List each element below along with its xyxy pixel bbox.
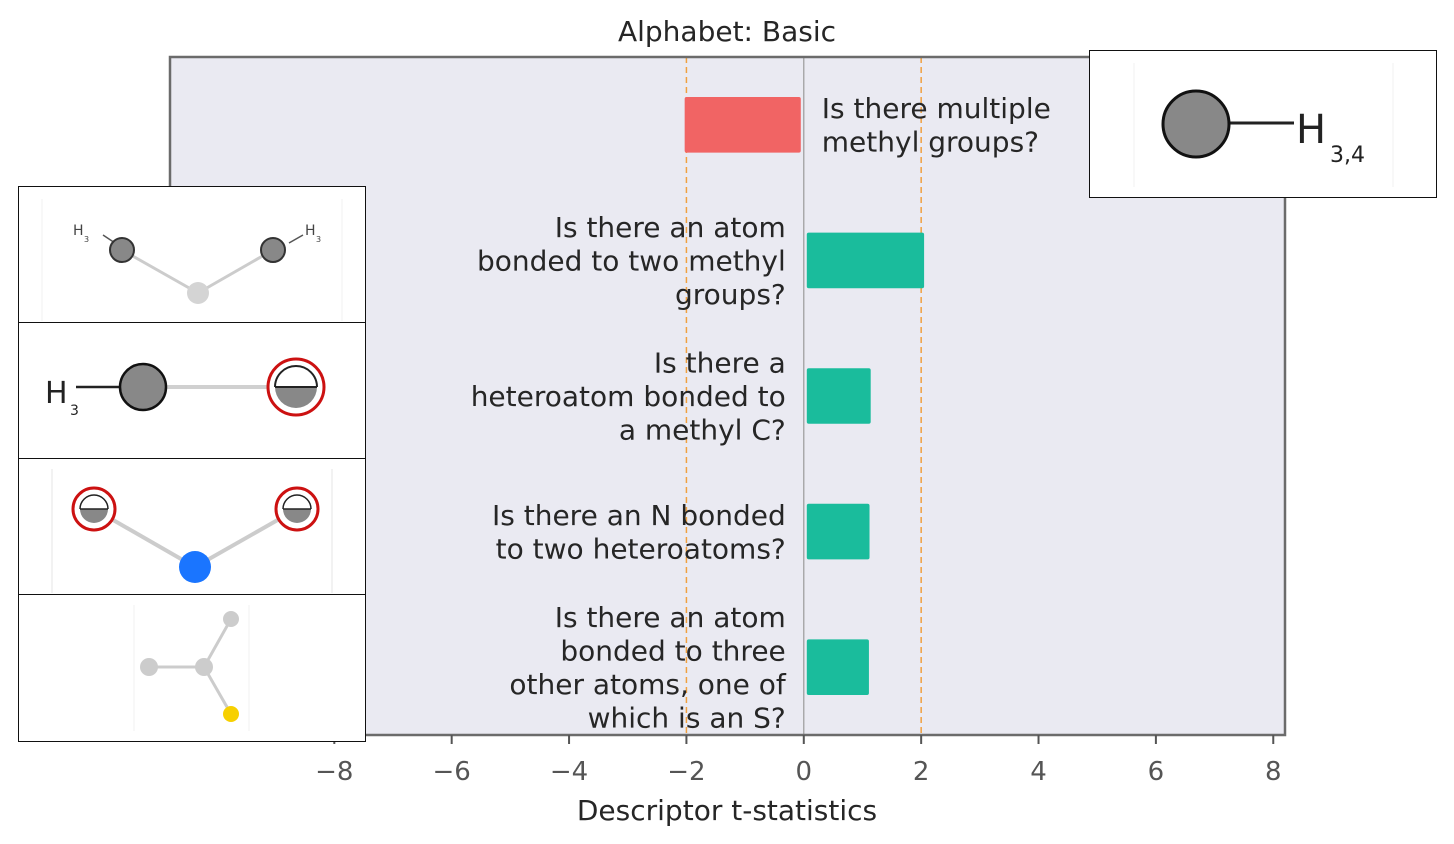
- bar-label: Is there an atom bonded to two methyl grou…: [477, 211, 786, 311]
- methyl-atom: [109, 237, 135, 263]
- molecule-drawing-4: [133, 605, 250, 731]
- hydrogen-label: H: [1296, 107, 1326, 153]
- hydrogen-count-label: 3: [316, 235, 321, 244]
- x-tick-label: −6: [433, 757, 471, 787]
- x-tick-label: 6: [1148, 757, 1165, 787]
- x-tick-label: 2: [913, 757, 930, 787]
- bar: [684, 97, 801, 153]
- bar-label-line: heteroatom bonded to: [471, 380, 786, 413]
- bar: [806, 503, 870, 560]
- hydrogen-count-label: 3: [84, 235, 89, 244]
- bar: [806, 232, 925, 289]
- bar-label-line: which is an S?: [588, 701, 786, 734]
- x-axis: −8 −6 −4 −2 0 2 4 6 8: [315, 735, 1282, 787]
- molecule-image-4: [18, 594, 366, 742]
- bar-label-line: to two heteroatoms?: [496, 532, 786, 565]
- atom: [223, 611, 239, 627]
- bar-label-line: Is there an atom: [555, 601, 786, 634]
- methyl-atom: [260, 237, 286, 263]
- molecule-image-3: [18, 458, 366, 595]
- bar-label-line: Is there an atom: [555, 211, 786, 244]
- hydrogen-label: H: [45, 376, 68, 411]
- bar-label-line: methyl groups?: [822, 126, 1039, 159]
- molecule-image-1: H 3 H 3: [18, 186, 366, 323]
- bar-labels: Is there multiple methyl groups?Is there …: [471, 92, 1051, 734]
- reference-lines: [685, 57, 922, 735]
- bar-label: Is there multiple methyl groups?: [822, 92, 1051, 159]
- molecule-image-top-right: H 3,4: [1089, 50, 1437, 198]
- molecule-image-2: H 3: [18, 322, 366, 459]
- center-atom: [195, 658, 213, 676]
- bar-label-line: other atoms, one of: [509, 668, 787, 701]
- bar-label-line: Is there multiple: [822, 92, 1051, 125]
- hydrogen-label: H: [305, 223, 316, 239]
- bar-label-line: a methyl C?: [619, 414, 786, 447]
- x-tick-label: −4: [550, 757, 588, 787]
- center-atom: [187, 282, 209, 304]
- x-tick-label: 8: [1265, 757, 1282, 787]
- x-tick-label: −8: [315, 757, 353, 787]
- molecule-drawing-3: [51, 469, 333, 593]
- chart-title: Alphabet: Basic: [618, 15, 836, 48]
- hydrogen-count-label: 3,4: [1330, 143, 1365, 168]
- bar-label: Is there a heteroatom bonded to a methyl C…: [471, 347, 786, 447]
- bar-label-line: Is there a: [654, 347, 786, 380]
- heteroatom-half-fill: [275, 387, 317, 408]
- molecule-drawing-2: H 3: [45, 357, 326, 419]
- bar-label-line: Is there an N bonded: [492, 499, 786, 532]
- nitrogen-atom: [179, 551, 211, 583]
- x-tick-label: 4: [1030, 757, 1047, 787]
- bar: [806, 368, 871, 424]
- molecule-drawing-1: H 3 H 3: [41, 199, 343, 321]
- carbon-atom: [118, 362, 168, 412]
- sulfur-atom: [223, 706, 239, 722]
- bar-label: Is there an N bonded to two heteroatoms?: [492, 499, 786, 566]
- x-tick-label: −2: [667, 757, 705, 787]
- x-tick-label: 0: [796, 757, 813, 787]
- bar-label-line: bonded to two methyl: [477, 244, 786, 277]
- bar-label-line: groups?: [675, 278, 786, 311]
- hydrogen-label: H: [73, 223, 84, 239]
- atom: [140, 658, 158, 676]
- bar-label: Is there an atom bonded to three other ato…: [509, 601, 787, 735]
- hydrogen-count-label: 3: [70, 403, 79, 419]
- methyl-molecule-drawing: H 3,4: [1133, 63, 1394, 187]
- bar-label-line: bonded to three: [560, 634, 785, 667]
- bars: [684, 97, 925, 695]
- carbon-atom: [1161, 89, 1231, 159]
- bar: [806, 639, 869, 695]
- x-axis-label: Descriptor t-statistics: [577, 794, 877, 827]
